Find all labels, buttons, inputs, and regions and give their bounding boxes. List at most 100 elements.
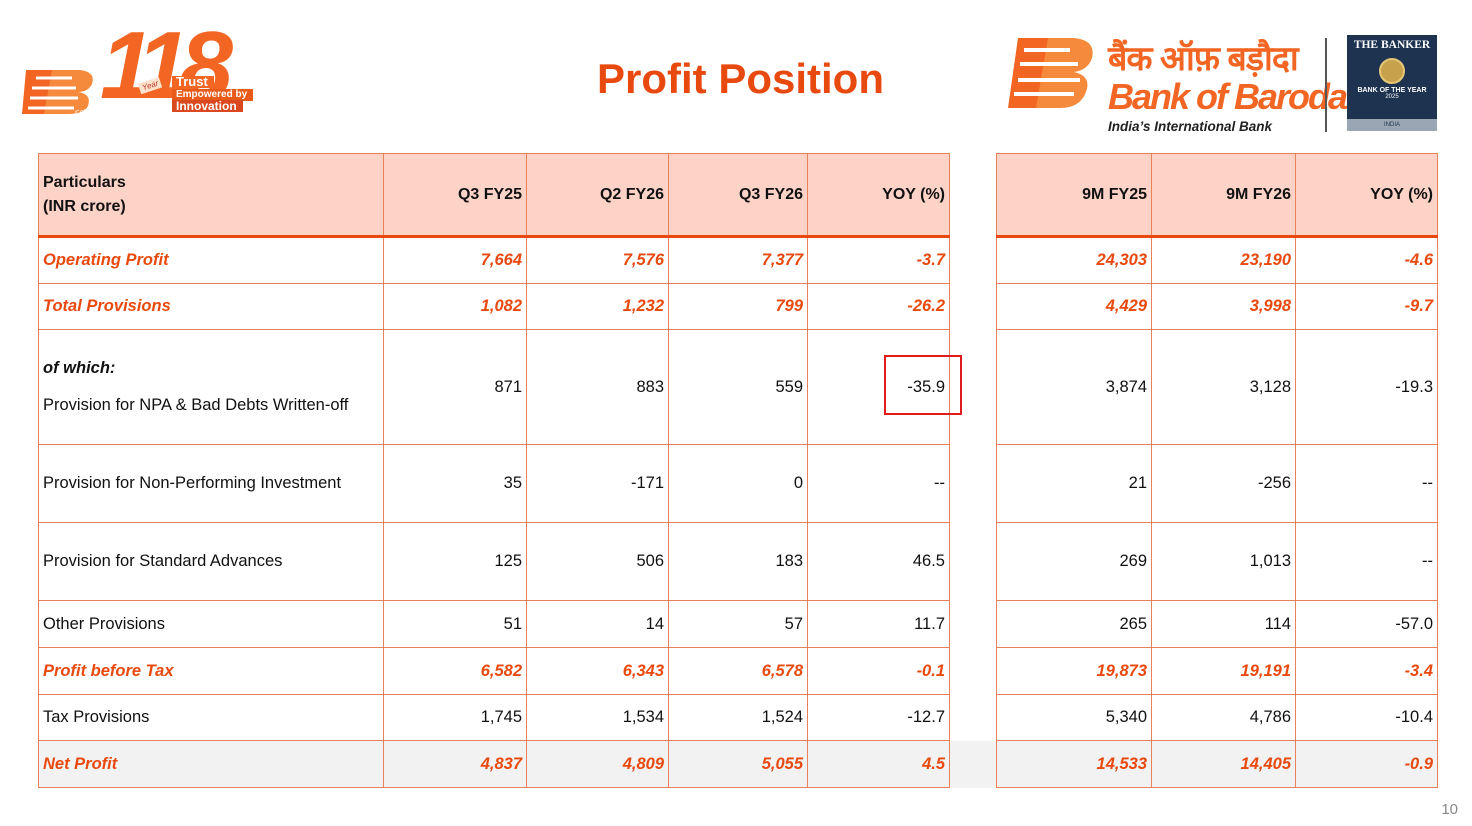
table-cell: --: [1295, 444, 1438, 523]
table-cell: --: [807, 444, 950, 523]
table-cell: 5,340: [996, 694, 1152, 741]
column-header: YOY (%): [1295, 153, 1438, 238]
table-header-row: Particulars (INR crore) Q3 FY25 Q2 FY26 Q…: [38, 153, 1438, 238]
table-cell: 5,055: [668, 740, 808, 788]
table-cell: 1,013: [1151, 522, 1296, 601]
row-label: Other Provisions: [38, 600, 384, 648]
table-cell: 14,533: [996, 740, 1152, 788]
table-cell: -0.1: [807, 647, 950, 695]
column-gap: [949, 283, 997, 330]
table-cell: -4.6: [1295, 236, 1438, 284]
bank-name-english: Bank of Baroda: [1108, 76, 1348, 117]
table-cell: 1,232: [526, 283, 669, 330]
table-cell: -35.9: [807, 329, 950, 445]
table-cell: 46.5: [807, 522, 950, 601]
logo-divider: [1325, 38, 1327, 132]
table-cell: 7,664: [383, 236, 527, 284]
row-label: Operating Profit: [38, 236, 384, 284]
table-cell: -26.2: [807, 283, 950, 330]
column-gap: [949, 236, 997, 284]
bob-b-mark-icon: [1008, 38, 1093, 108]
table-cell: 125: [383, 522, 527, 601]
table-cell: 24,303: [996, 236, 1152, 284]
bank-name-hindi: बैंक ऑफ़ बड़ौदा: [1108, 40, 1299, 78]
table-cell: -3.7: [807, 236, 950, 284]
table-cell: -57.0: [1295, 600, 1438, 648]
table-cell: 1,745: [383, 694, 527, 741]
table-cell: 506: [526, 522, 669, 601]
column-header: YOY (%): [807, 153, 950, 238]
table-cell: -0.9: [1295, 740, 1438, 788]
anniversary-tag-trust: Trust: [172, 75, 214, 88]
table-cell: 265: [996, 600, 1152, 648]
table-cell: --: [1295, 522, 1438, 601]
column-gap: [949, 600, 997, 648]
column-gap: [949, 153, 997, 237]
column-gap: [949, 444, 997, 523]
table-row: Total Provisions 1,082 1,232 799 -26.2 4…: [38, 283, 1438, 330]
table-cell: 4,429: [996, 283, 1152, 330]
column-gap: [949, 694, 997, 741]
table-cell: -256: [1151, 444, 1296, 523]
page-title: Profit Position: [597, 55, 884, 102]
bob-b-mark-icon: [22, 70, 93, 114]
table-cell: 19,873: [996, 647, 1152, 695]
table-row: Profit before Tax 6,582 6,343 6,578 -0.1…: [38, 647, 1438, 695]
table-cell: -10.4: [1295, 694, 1438, 741]
column-gap: [949, 647, 997, 695]
row-label: Provision for Standard Advances: [38, 522, 384, 601]
table-cell: 6,578: [668, 647, 808, 695]
table-cell: 4,809: [526, 740, 669, 788]
award-country: INDIA: [1347, 119, 1437, 131]
table-row: Operating Profit 7,664 7,576 7,377 -3.7 …: [38, 236, 1438, 284]
column-header: 9M FY26: [1151, 153, 1296, 238]
row-label: Net Profit: [38, 740, 384, 788]
bank-tagline: India’s International Bank: [1108, 119, 1273, 134]
table-cell: 799: [668, 283, 808, 330]
anniversary-tag-empowered: Empowered by: [172, 89, 254, 101]
column-gap: [949, 740, 997, 788]
table-cell: 35: [383, 444, 527, 523]
anniversary-tag-innovation: Innovation: [172, 100, 243, 112]
column-header: Q3 FY26: [668, 153, 808, 238]
anniversary-logo: 118 Year Foundation Trust Empowered by I…: [22, 18, 277, 120]
row-label: Provision for Non-Performing Investment: [38, 444, 384, 523]
table-row: Provision for Standard Advances 125 506 …: [38, 522, 1438, 601]
table-cell: 6,343: [526, 647, 669, 695]
table-cell: 6,582: [383, 647, 527, 695]
table-cell: 871: [383, 329, 527, 445]
row-label: Tax Provisions: [38, 694, 384, 741]
table-cell: 11.7: [807, 600, 950, 648]
table-cell: -171: [526, 444, 669, 523]
table-row: of which: Provision for NPA & Bad Debts …: [38, 329, 1438, 445]
table-cell: 3,874: [996, 329, 1152, 445]
table-cell: 19,191: [1151, 647, 1296, 695]
table-cell: 57: [668, 600, 808, 648]
row-label: of which: Provision for NPA & Bad Debts …: [38, 329, 384, 445]
table-cell: 4,837: [383, 740, 527, 788]
medal-icon: [1379, 58, 1405, 84]
table-row: Provision for Non-Performing Investment …: [38, 444, 1438, 523]
table-row: Net Profit 4,837 4,809 5,055 4.5 14,533 …: [38, 740, 1438, 788]
table-cell: 14,405: [1151, 740, 1296, 788]
column-gap: [949, 522, 997, 601]
page-number: 10: [1441, 801, 1458, 818]
table-cell: -3.4: [1295, 647, 1438, 695]
column-header: Q3 FY25: [383, 153, 527, 238]
table-cell: 14: [526, 600, 669, 648]
table-cell: 1,524: [668, 694, 808, 741]
award-publication: THE BANKER: [1353, 39, 1431, 51]
table-cell: 1,082: [383, 283, 527, 330]
table-cell: 559: [668, 329, 808, 445]
table-cell: 3,998: [1151, 283, 1296, 330]
table-cell: 21: [996, 444, 1152, 523]
table-cell: -12.7: [807, 694, 950, 741]
table-cell: 7,576: [526, 236, 669, 284]
table-cell: -9.7: [1295, 283, 1438, 330]
table-cell: 114: [1151, 600, 1296, 648]
table-cell: 3,128: [1151, 329, 1296, 445]
table-cell: 23,190: [1151, 236, 1296, 284]
row-label-text: Provision for NPA & Bad Debts Written-of…: [43, 396, 349, 414]
table-cell: 4,786: [1151, 694, 1296, 741]
table-cell: 7,377: [668, 236, 808, 284]
